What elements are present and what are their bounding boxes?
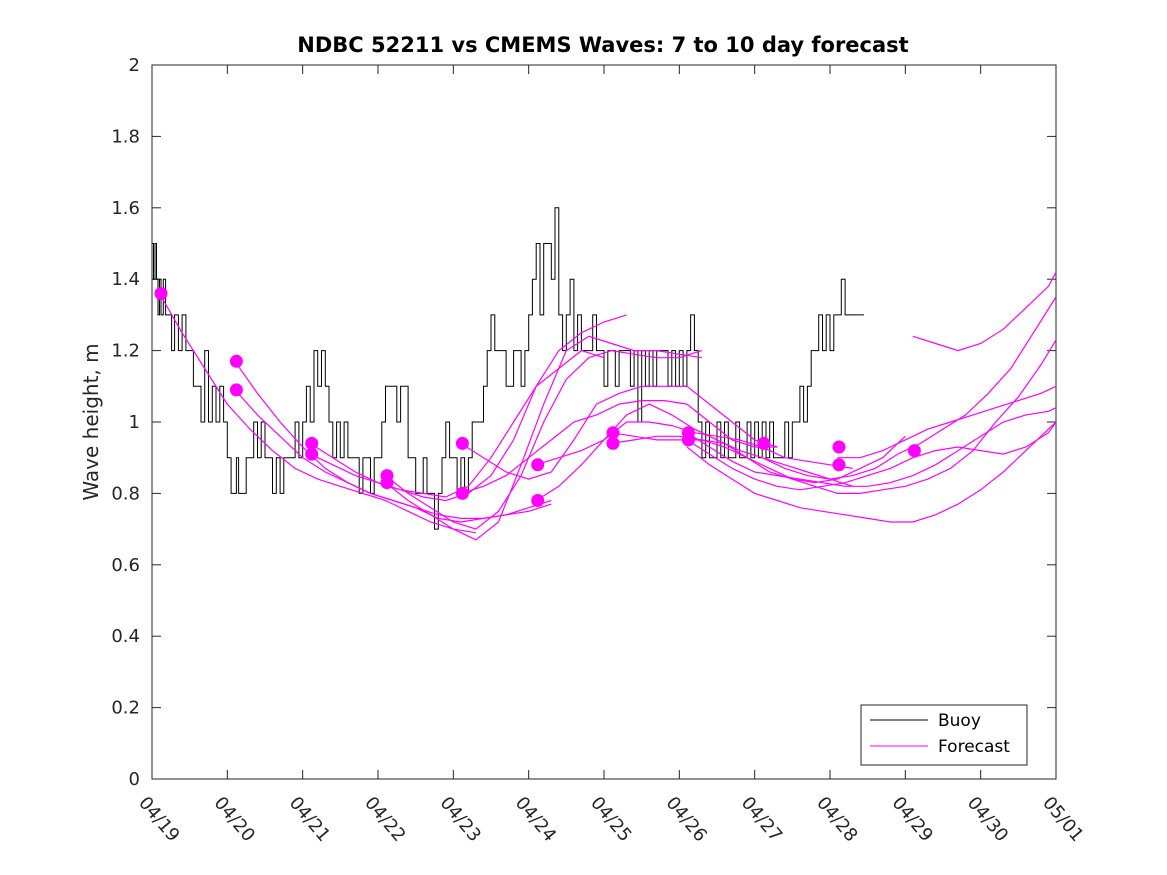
forecast-line (686, 421, 1057, 523)
y-tick-label: 0 (129, 769, 140, 790)
forecast-start-point (455, 436, 469, 450)
forecast-start-point (154, 287, 168, 300)
y-tick-label: 1.4 (111, 269, 140, 290)
forecast-initial-points (154, 287, 921, 507)
forecast-line (234, 389, 552, 523)
legend-box (860, 704, 1028, 766)
forecast-line (912, 271, 1057, 352)
y-tick-label: 0.4 (111, 626, 140, 647)
forecast-start-point (305, 436, 319, 450)
forecast-start-point (606, 436, 620, 450)
buoy-line (152, 207, 864, 530)
y-axis-label: Wave height, m (79, 343, 103, 500)
y-tick-label: 0.6 (111, 555, 140, 576)
y-tick-label: 2 (129, 55, 140, 76)
forecast-start-point (832, 440, 846, 454)
forecast-line (686, 421, 1057, 491)
y-tick-label: 1.6 (111, 198, 140, 219)
legend-forecast-label: Forecast (938, 737, 1010, 757)
forecast-start-point (832, 458, 846, 472)
forecast-line (686, 407, 1057, 487)
forecast-line (158, 293, 476, 534)
forecast-start-point (531, 458, 545, 472)
forecast-start-point (757, 436, 771, 450)
forecast-start-point (229, 383, 243, 397)
forecast-start-point (606, 426, 620, 440)
forecast-line (460, 385, 778, 480)
y-tick-label: 1.8 (111, 126, 140, 147)
forecast-line (385, 335, 702, 541)
y-tick-label: 1 (129, 412, 140, 433)
forecast-start-point (305, 447, 319, 461)
forecast-start-point (380, 476, 394, 490)
y-tick-label: 0.8 (111, 483, 140, 504)
plot-area (151, 64, 1057, 780)
forecast-line (460, 400, 778, 494)
legend-buoy-label: Buoy (938, 711, 981, 731)
forecast-start-point (229, 354, 243, 368)
forecast-start-point (681, 433, 695, 447)
buoy-series (152, 207, 864, 530)
legend: Buoy Forecast (860, 704, 1028, 766)
y-tick-label: 0.2 (111, 698, 140, 719)
forecast-start-point (907, 444, 921, 458)
chart-title: NDBC 52211 vs CMEMS Waves: 7 to 10 day f… (297, 33, 908, 57)
forecast-start-point (531, 494, 545, 507)
forecast-start-point (455, 486, 469, 500)
forecast-line (535, 403, 853, 502)
forecast-line (837, 385, 1057, 459)
forecast-line (385, 349, 703, 530)
y-tick-label: 1.2 (111, 341, 140, 362)
forecast-line (611, 432, 906, 484)
